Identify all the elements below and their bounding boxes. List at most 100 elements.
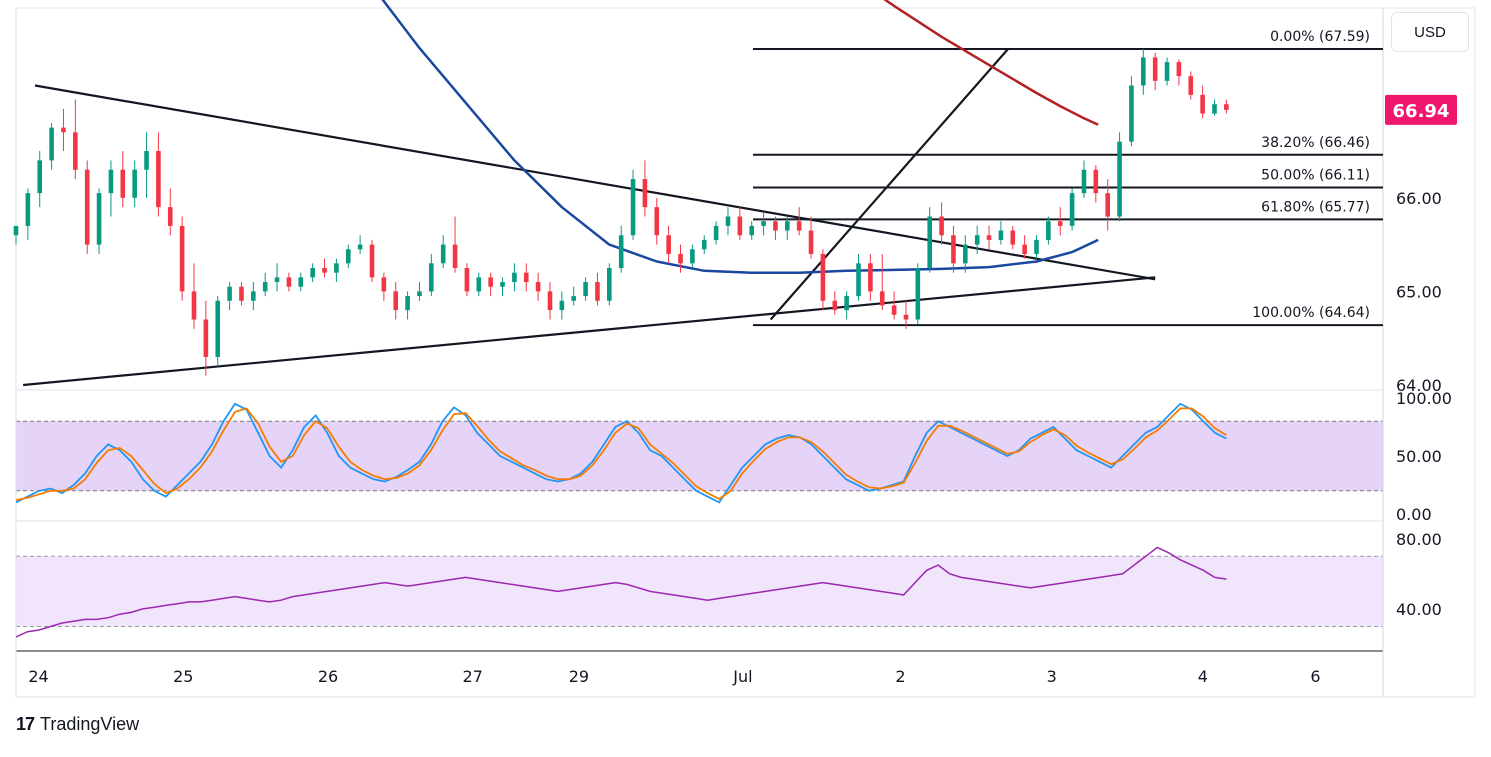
time-tick-label: 27: [463, 667, 483, 686]
candle-body: [1188, 76, 1194, 95]
candle: [630, 169, 636, 240]
candle-body: [725, 216, 731, 226]
candle: [1046, 216, 1051, 245]
candle-body: [274, 277, 280, 283]
tradingview-logo: 17: [16, 714, 35, 734]
candle: [369, 239, 375, 283]
candle-body: [690, 249, 695, 264]
candle: [440, 235, 446, 269]
candle-body: [452, 244, 458, 269]
candle-body: [417, 291, 422, 297]
candle-body: [345, 249, 351, 264]
candle-body: [1152, 57, 1158, 81]
candle-body: [393, 291, 399, 311]
candle: [1164, 57, 1170, 86]
candle-body: [405, 296, 410, 311]
candle: [61, 108, 66, 152]
candle-body: [49, 127, 54, 161]
candle-body: [939, 216, 944, 236]
candle-body: [37, 160, 43, 194]
candle-body: [369, 244, 375, 278]
currency-button[interactable]: USD: [1391, 12, 1469, 52]
candle: [903, 300, 909, 329]
candle: [583, 277, 588, 301]
candle-body: [820, 253, 826, 301]
candle-body: [891, 305, 897, 315]
candle: [595, 272, 600, 306]
candle: [773, 216, 778, 240]
candle: [108, 160, 114, 217]
candle-body: [464, 268, 470, 292]
candle-body: [13, 225, 19, 236]
stochastic-band: [16, 421, 1383, 491]
candle: [13, 225, 19, 245]
trendline-0: [34, 84, 1156, 281]
candle: [713, 221, 719, 245]
candle: [535, 272, 541, 301]
candle-body: [523, 272, 529, 283]
candle: [37, 151, 43, 208]
candle-body: [286, 277, 292, 287]
oscillator-lines: [15, 402, 1227, 638]
candle: [1010, 225, 1016, 250]
candle: [1188, 71, 1194, 100]
candle: [1212, 99, 1217, 116]
candle-body: [1105, 193, 1111, 217]
time-tick-label: Jul: [732, 667, 752, 686]
candle: [963, 235, 968, 273]
fib-label-3: 61.80% (65.77): [1261, 199, 1370, 215]
candle-body: [1200, 94, 1205, 114]
candle: [191, 263, 197, 329]
candle-body: [559, 300, 565, 311]
fib-label-4: 100.00% (64.64): [1252, 305, 1370, 321]
candle: [488, 272, 493, 297]
rsi-band: [16, 556, 1383, 627]
candle-body: [84, 169, 90, 245]
candle: [654, 197, 660, 245]
candle: [749, 221, 755, 240]
tradingview-brand[interactable]: 17 TradingView: [16, 714, 139, 735]
candle: [512, 263, 517, 292]
candle: [785, 216, 790, 240]
candle-body: [1093, 169, 1099, 194]
tradingview-name: TradingView: [40, 714, 140, 734]
candle-body: [310, 268, 315, 278]
candle-body: [488, 277, 493, 287]
candle-body: [1164, 62, 1170, 81]
candle: [464, 263, 470, 297]
candle-body: [998, 230, 1004, 240]
trendline-2: [769, 48, 1009, 321]
candle: [1081, 160, 1087, 198]
candle: [820, 249, 826, 311]
candle: [868, 253, 873, 301]
candle: [571, 286, 577, 306]
candle-body: [844, 296, 849, 311]
stochastic-tick-label: 100.00: [1396, 389, 1452, 408]
candle: [607, 263, 612, 306]
candle: [1200, 85, 1205, 119]
candle: [761, 211, 766, 236]
candle: [998, 221, 1004, 245]
candle: [227, 282, 232, 311]
candle-body: [1212, 104, 1217, 114]
candle: [678, 244, 683, 273]
candle: [523, 263, 529, 292]
candle-body: [974, 235, 980, 245]
candle-body: [61, 127, 66, 133]
candle: [915, 263, 921, 325]
stochastic-line-0: [15, 402, 1227, 504]
candle: [1105, 179, 1111, 231]
candle: [274, 263, 280, 292]
moving-averages: [381, 0, 1099, 274]
candle: [345, 244, 351, 269]
candle-body: [535, 282, 541, 292]
candle: [891, 291, 897, 320]
candle-body: [1176, 62, 1182, 77]
candle: [49, 122, 54, 170]
candle: [452, 216, 458, 273]
candle-body: [1010, 230, 1016, 245]
candle-body: [334, 263, 339, 273]
candle: [429, 253, 434, 297]
candle: [879, 253, 885, 311]
